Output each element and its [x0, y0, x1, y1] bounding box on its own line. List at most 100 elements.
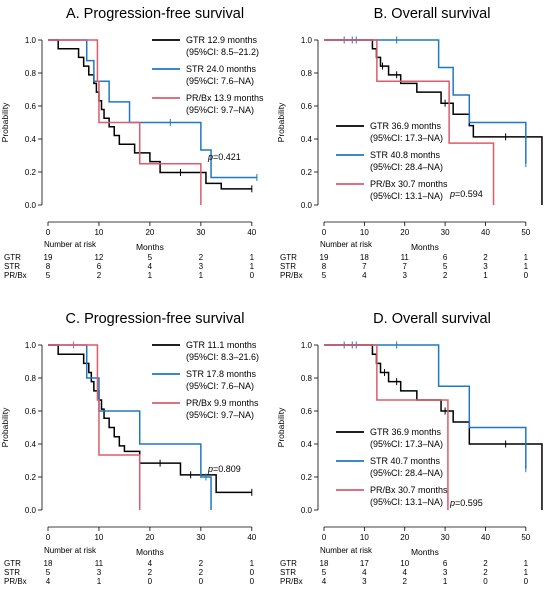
risk-count: 19 — [320, 253, 329, 262]
risk-count: 3 — [483, 262, 488, 271]
risk-count: 4 — [148, 262, 153, 271]
legend-ci: (95%CI: 28.4–NA) — [370, 468, 443, 478]
risk-count: 18 — [44, 559, 53, 568]
survival-curve-pr-bx — [48, 344, 141, 510]
y-axis-label: Probability — [0, 407, 10, 447]
legend-ci: (95%CI: 9.7–NA) — [186, 410, 254, 420]
risk-count: 4 — [46, 577, 51, 586]
x-tick-label: 30 — [196, 228, 205, 237]
legend-ci: (95%CI: 28.4–NA) — [370, 162, 443, 172]
legend-ci: (95%CI: 8.3–21.6) — [186, 352, 259, 362]
risk-count: 1 — [524, 568, 529, 577]
y-tick-label: 0.4 — [25, 135, 37, 144]
risk-row-label: GTR — [280, 559, 297, 568]
risk-count: 6 — [97, 262, 102, 271]
risk-count: 1 — [250, 559, 255, 568]
risk-count: 2 — [97, 271, 102, 280]
y-tick-label: 0.4 — [25, 440, 37, 449]
risk-count: 6 — [443, 559, 448, 568]
panel-title: B. Overall survival — [374, 6, 491, 22]
risk-row-label: STR — [4, 568, 20, 577]
x-tick-label: 0 — [322, 228, 327, 237]
panel-title: C. Progression-free survival — [66, 311, 245, 327]
risk-count: 0 — [148, 577, 153, 586]
risk-count: 5 — [322, 271, 327, 280]
risk-count: 1 — [148, 271, 153, 280]
x-tick-label: 30 — [196, 533, 205, 542]
x-tick-label: 50 — [521, 228, 530, 237]
risk-count: 0 — [250, 271, 255, 280]
risk-row-label: PR/Bx — [4, 271, 27, 280]
panel-title: D. Overall survival — [373, 311, 491, 327]
x-tick-label: 30 — [441, 533, 450, 542]
x-tick-label: 20 — [145, 533, 154, 542]
risk-count: 18 — [360, 253, 369, 262]
risk-table-header: Number at risk — [44, 240, 97, 249]
risk-count: 5 — [46, 568, 51, 577]
legend-entry: PR/Bx 30.7 months — [370, 179, 448, 189]
y-tick-label: 0.8 — [25, 69, 37, 78]
risk-count: 11 — [95, 559, 104, 568]
y-axis-label: Probability — [276, 407, 286, 447]
risk-count: 2 — [403, 577, 408, 586]
risk-count: 1 — [250, 253, 255, 262]
y-tick-label: 0.8 — [301, 374, 313, 383]
risk-count: 19 — [44, 253, 53, 262]
x-tick-label: 10 — [94, 228, 103, 237]
y-tick-label: 1.0 — [301, 341, 313, 350]
risk-count: 5 — [46, 271, 51, 280]
y-tick-label: 0.8 — [301, 69, 313, 78]
risk-count: 1 — [524, 262, 529, 271]
risk-count: 0 — [524, 577, 529, 586]
survival-curve-str — [324, 39, 527, 164]
survival-curve-pr-bx — [324, 39, 495, 205]
risk-count: 4 — [362, 568, 367, 577]
legend-ci: (95%CI: 13.1–NA) — [370, 497, 443, 507]
legend-entry: PR/Bx 13.9 months — [186, 93, 264, 103]
risk-count: 3 — [443, 568, 448, 577]
risk-count: 4 — [403, 568, 408, 577]
risk-table-header: Number at risk — [320, 546, 373, 555]
risk-count: 12 — [94, 253, 103, 262]
km-panel-3: C. Progression-free survival 0.0 0.2 0.4 0.6… — [0, 311, 259, 586]
x-tick-label: 10 — [360, 228, 369, 237]
risk-row-label: GTR — [4, 253, 21, 262]
legend-entry: GTR 36.9 months — [370, 121, 442, 131]
y-tick-label: 0.6 — [301, 102, 313, 111]
y-tick-label: 1.0 — [25, 341, 37, 350]
p-value: p=0.809 — [207, 464, 241, 474]
survival-curve-str — [324, 344, 527, 469]
risk-count: 2 — [483, 559, 488, 568]
risk-count: 3 — [97, 568, 102, 577]
risk-count: 4 — [322, 577, 327, 586]
risk-count: 3 — [199, 262, 204, 271]
y-tick-label: 0.0 — [25, 201, 37, 210]
x-axis-label: Months — [136, 547, 164, 557]
risk-row-label: STR — [280, 262, 296, 271]
y-tick-label: 0.4 — [301, 440, 313, 449]
y-tick-label: 0.2 — [301, 168, 313, 177]
risk-count: 8 — [46, 262, 51, 271]
risk-count: 7 — [362, 262, 367, 271]
risk-count: 0 — [250, 568, 255, 577]
risk-count: 8 — [322, 262, 327, 271]
risk-count: 10 — [400, 559, 409, 568]
risk-count: 1 — [524, 253, 529, 262]
risk-count: 0 — [250, 577, 255, 586]
x-axis-label: Months — [136, 242, 164, 252]
risk-count: 2 — [443, 271, 448, 280]
y-tick-label: 0.2 — [25, 473, 37, 482]
risk-count: 4 — [362, 271, 367, 280]
risk-count: 17 — [360, 559, 369, 568]
y-tick-label: 0.4 — [301, 135, 313, 144]
panel-title: A. Progression-free survival — [66, 6, 244, 22]
risk-count: 11 — [401, 253, 410, 262]
legend-ci: (95%CI: 8.5–21.2) — [186, 47, 259, 57]
risk-count: 1 — [97, 577, 102, 586]
risk-row-label: STR — [280, 568, 296, 577]
risk-row-label: GTR — [4, 559, 21, 568]
risk-count: 5 — [443, 262, 448, 271]
p-value: p=0.421 — [207, 152, 241, 162]
risk-row-label: PR/Bx — [4, 577, 27, 586]
